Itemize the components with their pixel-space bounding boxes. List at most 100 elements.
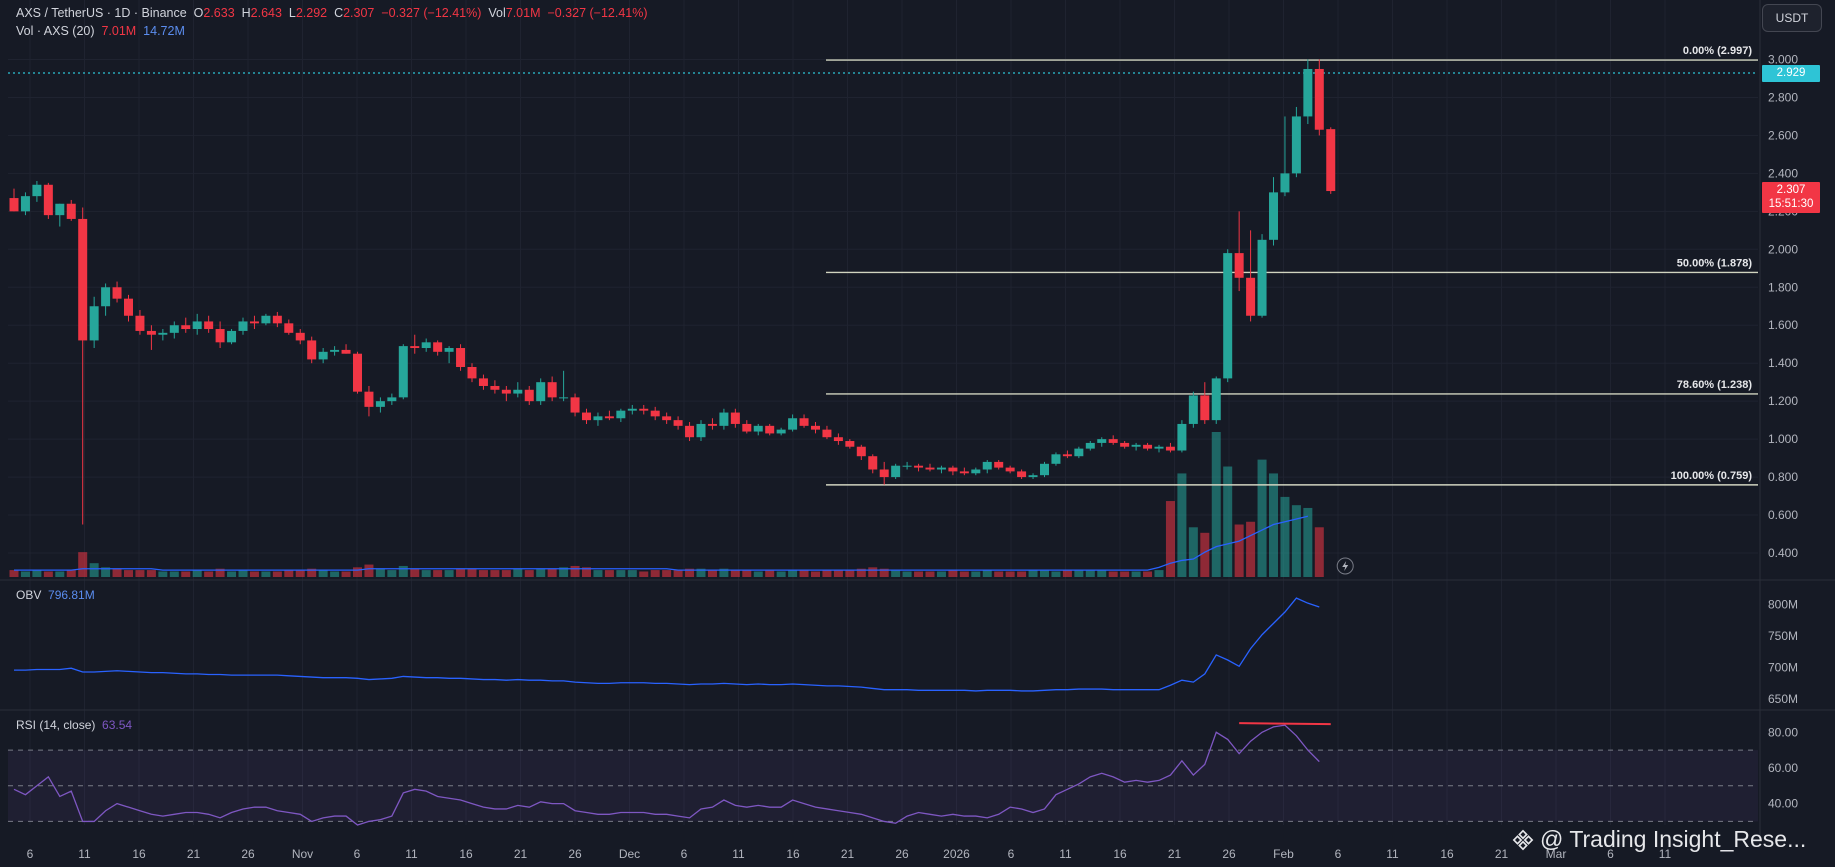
date-tick-label: 21 <box>1168 847 1182 861</box>
rsi-legend[interactable]: RSI (14, close) 63.54 <box>16 718 132 732</box>
volume-bar <box>1017 571 1027 577</box>
volume-bar <box>1097 570 1107 577</box>
candle-body <box>20 196 30 212</box>
candle-body <box>604 416 614 419</box>
volume-bar <box>135 570 145 577</box>
candle-body <box>215 329 225 343</box>
rsi-title: RSI (14, close) <box>16 718 96 732</box>
candle-body <box>845 441 855 447</box>
volume-bar <box>375 568 385 577</box>
volume-bar <box>330 571 340 577</box>
volume-bar <box>421 570 431 577</box>
volume-bar <box>513 568 523 577</box>
candle-body <box>879 469 889 478</box>
volume-bar <box>1120 571 1130 577</box>
volume-bar <box>616 570 626 577</box>
volume-bar <box>719 568 729 577</box>
volume-bar <box>1303 507 1313 577</box>
candle-body <box>78 218 88 341</box>
candle-body <box>112 287 122 299</box>
volume-bar <box>1246 521 1256 577</box>
date-tick-label: 11 <box>405 847 418 861</box>
candle-body <box>536 382 546 402</box>
date-tick-label: Mar <box>1546 847 1567 861</box>
last-high-tag-bg <box>1762 64 1820 82</box>
fib-level-label: 100.00% (0.759) <box>1671 470 1753 482</box>
date-tick-label: 11 <box>1386 847 1399 861</box>
candle-body <box>719 412 729 426</box>
volume-bar <box>89 563 99 577</box>
change-value-2: −0.327 (−12.41%) <box>547 6 648 20</box>
candle-body <box>238 321 248 331</box>
volume-bar <box>20 571 30 577</box>
date-tick-label: 21 <box>841 847 855 861</box>
candle-body <box>1131 444 1141 447</box>
volume-bar <box>1005 571 1015 577</box>
candle-body <box>1291 116 1301 174</box>
volume-bar <box>364 564 374 577</box>
volume-bar <box>776 571 786 577</box>
candle-body <box>410 346 420 349</box>
volume-bar <box>1280 496 1290 577</box>
rsi-value: 63.54 <box>102 718 133 732</box>
date-tick-label: 6 <box>1607 847 1614 861</box>
volume-bar <box>1200 532 1210 577</box>
volume-bar <box>78 552 88 577</box>
volume-bar <box>215 568 225 577</box>
fibonacci-retracement[interactable]: 0.00% (2.997) 50.00% (1.878) 78.60% (1.238… <box>8 45 1758 486</box>
rsi-tick-label: 40.00 <box>1768 797 1798 811</box>
volume-bar <box>9 570 19 577</box>
candle-body <box>9 198 19 212</box>
volume-bar <box>1062 570 1072 577</box>
volume-bar <box>146 570 156 577</box>
candle-body <box>364 391 374 407</box>
price-tick-label: 2.800 <box>1768 90 1798 104</box>
candle-body <box>971 469 981 474</box>
volume-bar <box>1223 466 1233 577</box>
candle-body <box>1005 467 1015 472</box>
candle-body <box>776 429 786 434</box>
volume-legend[interactable]: Vol · AXS (20) 7.01M 14.72M <box>16 24 185 38</box>
volume-bar <box>650 570 660 577</box>
candle-body <box>1257 239 1267 316</box>
volume-bars <box>9 432 1324 577</box>
current-price-tag-bg <box>1762 182 1820 214</box>
candle-body <box>249 321 259 324</box>
volume-bar <box>570 565 580 577</box>
candle-body <box>433 342 443 352</box>
candle-body <box>1326 129 1336 192</box>
rsi-tick-label: 60.00 <box>1768 761 1798 775</box>
volume-bar <box>547 568 557 577</box>
volume-bar <box>765 570 775 577</box>
current-price-tag-text: 15:51:30 <box>1769 198 1814 210</box>
change-value: −0.327 (−12.41%) <box>381 6 482 20</box>
current-price-tag-text: 2.307 <box>1777 184 1806 196</box>
candle-body <box>982 461 992 470</box>
volume-bar <box>101 567 111 577</box>
watermark: @ Trading Insight_Rese... <box>1512 826 1806 853</box>
candle-body <box>948 467 958 472</box>
volume-bar <box>410 568 420 577</box>
price-tick-label: 0.400 <box>1768 546 1798 560</box>
vol-label: Vol <box>488 6 506 20</box>
volume-bar <box>1143 571 1153 577</box>
candle-body <box>627 408 637 411</box>
candle-body <box>765 425 775 434</box>
volume-bar <box>456 568 466 577</box>
volume-bar <box>753 571 763 577</box>
volume-bar <box>593 570 603 577</box>
candle-body <box>204 321 214 330</box>
currency-button[interactable]: USDT <box>1762 4 1822 32</box>
candle-body <box>318 351 328 360</box>
date-tick-label: 6 <box>681 847 688 861</box>
obv-legend[interactable]: OBV 796.81M <box>16 588 95 602</box>
candle-body <box>936 467 946 470</box>
date-tick-label: 16 <box>1440 847 1454 861</box>
candle-body <box>284 323 294 333</box>
candle-body <box>66 203 76 219</box>
candle-body <box>1280 173 1290 193</box>
candle-body <box>696 423 706 438</box>
volume-bar <box>982 570 992 577</box>
candle-body <box>1154 446 1164 449</box>
